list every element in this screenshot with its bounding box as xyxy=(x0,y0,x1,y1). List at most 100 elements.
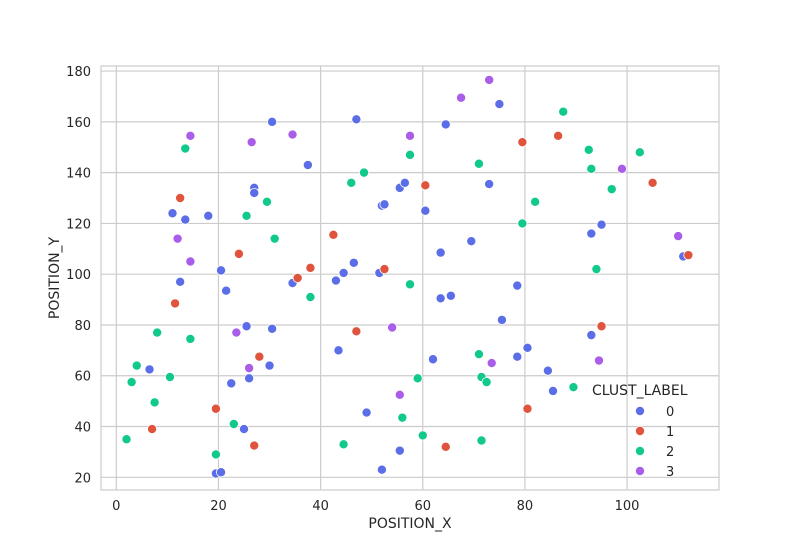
data-point-cluster-0 xyxy=(144,364,155,375)
data-point-cluster-2 xyxy=(591,264,602,275)
data-point-cluster-3 xyxy=(231,327,242,338)
data-point-cluster-3 xyxy=(387,322,398,333)
data-point-cluster-0 xyxy=(399,177,410,188)
data-point-cluster-0 xyxy=(264,360,275,371)
data-point-cluster-1 xyxy=(647,177,658,188)
data-point-cluster-2 xyxy=(397,412,408,423)
y-tick-label: 80 xyxy=(74,319,91,334)
legend-marker-3 xyxy=(635,465,646,476)
data-point-cluster-3 xyxy=(486,358,497,369)
data-point-cluster-3 xyxy=(246,137,257,148)
data-point-cluster-0 xyxy=(435,247,446,258)
data-point-cluster-2 xyxy=(152,327,163,338)
y-tick-label: 140 xyxy=(66,167,91,182)
data-point-cluster-2 xyxy=(568,382,579,393)
data-point-cluster-0 xyxy=(267,323,278,334)
data-point-cluster-0 xyxy=(484,179,495,190)
data-point-cluster-0 xyxy=(586,228,597,239)
data-point-cluster-2 xyxy=(481,377,492,388)
data-point-cluster-2 xyxy=(586,163,597,174)
data-point-cluster-2 xyxy=(583,144,594,155)
data-point-cluster-3 xyxy=(172,233,183,244)
data-point-cluster-0 xyxy=(348,257,359,268)
data-point-cluster-0 xyxy=(542,365,553,376)
data-point-cluster-0 xyxy=(175,276,186,287)
data-point-cluster-2 xyxy=(228,418,239,429)
legend-marker-1 xyxy=(635,425,646,436)
data-point-cluster-2 xyxy=(517,218,528,229)
data-point-cluster-0 xyxy=(330,275,341,286)
data-point-cluster-2 xyxy=(241,210,252,221)
data-points xyxy=(121,74,694,479)
data-point-cluster-0 xyxy=(394,445,405,456)
data-point-cluster-0 xyxy=(333,345,344,356)
data-point-cluster-0 xyxy=(239,424,250,435)
data-point-cluster-0 xyxy=(351,114,362,125)
data-point-cluster-2 xyxy=(634,147,645,158)
data-point-cluster-0 xyxy=(376,464,387,475)
data-point-cluster-3 xyxy=(185,256,196,267)
y-tick-label: 40 xyxy=(74,421,91,436)
x-tick-label: 0 xyxy=(112,499,120,514)
data-point-cluster-2 xyxy=(530,196,541,207)
data-point-cluster-2 xyxy=(269,233,280,244)
y-tick-label: 60 xyxy=(74,370,91,385)
data-point-cluster-1 xyxy=(420,180,431,191)
legend-title: CLUST_LABEL xyxy=(592,383,688,399)
data-point-cluster-2 xyxy=(417,430,428,441)
data-point-cluster-2 xyxy=(210,449,221,460)
legend-label-1: 1 xyxy=(666,425,674,440)
data-point-cluster-0 xyxy=(445,290,456,301)
data-point-cluster-1 xyxy=(522,403,533,414)
data-point-cluster-0 xyxy=(267,116,278,127)
data-point-cluster-0 xyxy=(420,205,431,216)
legend: CLUST_LABEL 0 1 2 3 xyxy=(592,383,688,480)
data-point-cluster-2 xyxy=(305,292,316,303)
y-tick-label: 180 xyxy=(66,65,91,80)
data-point-cluster-2 xyxy=(558,106,569,117)
data-point-cluster-3 xyxy=(404,130,415,141)
legend-label-3: 3 xyxy=(666,465,674,480)
data-point-cluster-0 xyxy=(512,280,523,291)
data-point-cluster-0 xyxy=(338,267,349,278)
data-point-cluster-0 xyxy=(244,373,255,384)
y-tick-labels: 20 40 60 80 100 120 140 160 180 xyxy=(66,65,91,486)
data-point-cluster-2 xyxy=(164,372,175,383)
y-tick-label: 20 xyxy=(74,471,91,486)
data-point-cluster-1 xyxy=(328,229,339,240)
y-tick-label: 120 xyxy=(66,217,91,232)
data-point-cluster-2 xyxy=(126,377,137,388)
legend-label-2: 2 xyxy=(666,445,674,460)
y-tick-label: 100 xyxy=(66,268,91,283)
y-tick-label: 160 xyxy=(66,116,91,131)
x-tick-labels: 0 20 40 60 80 100 xyxy=(112,499,639,514)
x-tick-label: 40 xyxy=(312,499,329,514)
data-point-cluster-1 xyxy=(440,441,451,452)
data-point-cluster-2 xyxy=(606,184,617,195)
data-point-cluster-3 xyxy=(456,92,467,103)
data-point-cluster-0 xyxy=(379,199,390,210)
data-point-cluster-0 xyxy=(167,208,178,219)
data-point-cluster-1 xyxy=(379,264,390,275)
x-tick-label: 80 xyxy=(517,499,534,514)
data-point-cluster-0 xyxy=(203,210,214,221)
data-point-cluster-3 xyxy=(287,129,298,140)
data-point-cluster-1 xyxy=(254,351,265,362)
data-point-cluster-0 xyxy=(494,99,505,110)
data-point-cluster-1 xyxy=(147,424,158,435)
data-point-cluster-2 xyxy=(473,158,484,169)
data-point-cluster-2 xyxy=(180,143,191,154)
data-point-cluster-1 xyxy=(683,250,694,261)
data-point-cluster-1 xyxy=(170,298,181,309)
y-axis-title: POSITION_Y xyxy=(47,236,63,319)
data-point-cluster-0 xyxy=(466,236,477,247)
data-point-cluster-2 xyxy=(473,349,484,360)
data-point-cluster-0 xyxy=(216,265,227,276)
x-tick-label: 100 xyxy=(615,499,640,514)
x-axis-title: POSITION_X xyxy=(368,516,452,532)
data-point-cluster-3 xyxy=(616,163,627,174)
data-point-cluster-0 xyxy=(241,321,252,332)
data-point-cluster-1 xyxy=(305,262,316,273)
data-point-cluster-0 xyxy=(440,119,451,130)
